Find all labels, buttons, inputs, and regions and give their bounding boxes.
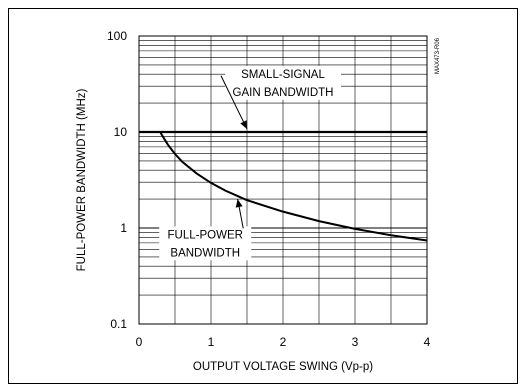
small-signal-arrow <box>220 75 248 130</box>
full-power-annotation-bg <box>159 226 252 261</box>
x-tick-label: 1 <box>208 335 215 349</box>
y-axis-label: FULL-POWER BANDWIDTH (MHz) <box>76 88 88 271</box>
y-tick-label: 1 <box>120 221 127 235</box>
small-signal-annotation-bg <box>225 65 341 100</box>
plot-area-border <box>138 35 428 325</box>
full-power-arrowhead <box>235 199 243 208</box>
y-tick-label: 10 <box>114 125 128 139</box>
small-signal-annotation-line2: GAIN BANDWIDTH <box>233 87 334 99</box>
x-axis-label: OUTPUT VOLTAGE SWING (Vp-p) <box>193 361 373 373</box>
x-tick-label: 0 <box>136 335 143 349</box>
x-tick-label: 2 <box>280 335 287 349</box>
x-tick-label: 3 <box>352 335 359 349</box>
full-power-annotation-line2: BANDWIDTH <box>170 247 240 259</box>
small-signal-annotation-line1: SMALL-SIGNAL <box>241 69 325 81</box>
small-signal-arrowhead <box>240 120 247 129</box>
y-tick-label: 0.1 <box>110 317 127 331</box>
figure-code: MAX473-R06 <box>435 37 441 74</box>
x-tick-label: 4 <box>424 335 431 349</box>
full-power-annotation-line1: FULL-POWER <box>168 229 243 241</box>
y-tick-label: 100 <box>107 29 127 43</box>
full-power-bandwidth-curve <box>159 132 428 242</box>
figure-frame <box>8 8 518 384</box>
